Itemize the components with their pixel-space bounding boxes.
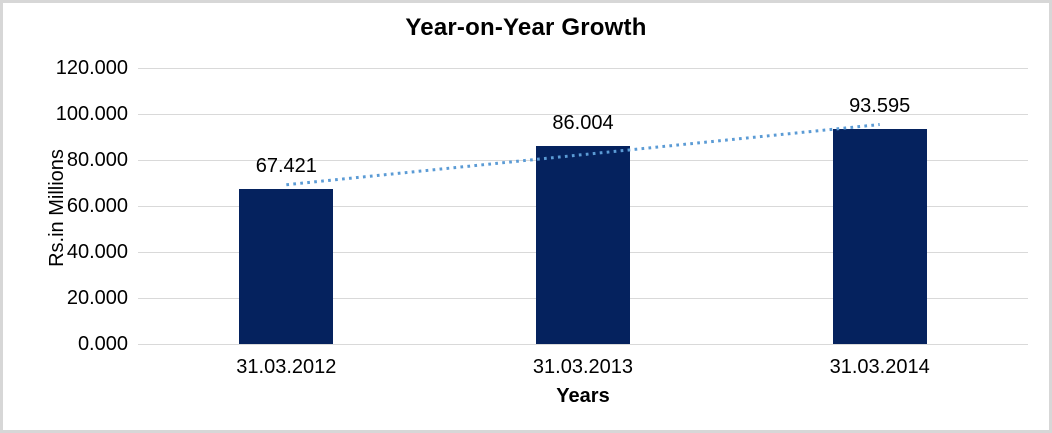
x-tick-label: 31.03.2012 (236, 356, 337, 378)
bar-value-label: 86.004 (552, 112, 614, 135)
gridline (138, 344, 1028, 345)
y-tick-label: 40.000 (66, 241, 128, 263)
y-tick-label: 60.000 (66, 195, 128, 217)
bar-value-label: 93.595 (849, 94, 911, 117)
x-tick-label: 31.03.2013 (532, 356, 634, 378)
bar (536, 146, 630, 344)
x-tick-label: 31.03.2014 (829, 356, 930, 378)
chart-title: Year-on-Year Growth (405, 14, 647, 41)
y-tick-label: 0.000 (77, 333, 128, 355)
y-tick-label: 120.000 (55, 57, 128, 79)
x-axis-title: Years (556, 385, 610, 407)
bar-value-label: 67.421 (255, 154, 317, 177)
bar (239, 188, 334, 344)
y-tick-label: 80.000 (66, 149, 128, 171)
y-tick-label: 100.000 (55, 103, 128, 125)
bar (832, 128, 927, 344)
gridline (138, 114, 1028, 115)
gridline (138, 68, 1028, 69)
y-tick-label: 20.000 (66, 287, 128, 309)
